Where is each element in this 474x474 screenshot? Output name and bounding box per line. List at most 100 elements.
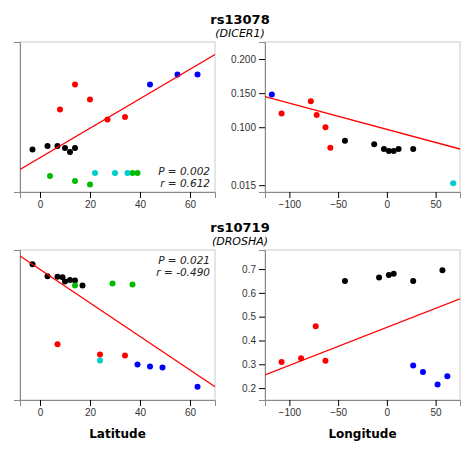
x-axis-title: Longitude	[328, 427, 396, 441]
y-axis-tick-label: 0.150	[231, 88, 256, 99]
point	[72, 145, 78, 151]
point	[135, 170, 141, 176]
row-subtitle: (DICER1)	[215, 27, 265, 40]
y-axis-tick-label: 0.7	[242, 264, 256, 275]
point	[72, 82, 78, 88]
x-axis: −100 −50 0 50	[266, 192, 461, 210]
x-axis-tick: 40	[135, 192, 147, 210]
point	[125, 170, 131, 176]
x-axis-tick: −50	[330, 400, 347, 418]
point	[97, 351, 103, 357]
y-axis-line	[259, 251, 266, 401]
y-axis-tick: 0.3	[242, 359, 265, 370]
point	[55, 341, 61, 347]
point	[396, 146, 402, 152]
y-axis-tick-label: 0.4	[242, 335, 256, 346]
x-axis-tick: 20	[85, 400, 97, 418]
plot-frame	[20, 42, 215, 192]
point	[444, 373, 450, 379]
x-axis: 0 20 40 60	[21, 400, 216, 418]
point	[135, 362, 141, 368]
x-axis-tick-label: 0	[385, 407, 391, 418]
x-axis-tick-mark	[190, 400, 191, 406]
fit-line	[20, 55, 215, 170]
y-axis-tick: 0.5	[242, 311, 265, 322]
panel: −100−500500.0150.1000.1500.200	[231, 42, 461, 210]
point	[87, 97, 93, 103]
x-axis-tick-mark	[338, 192, 339, 198]
x-axis-tick: 60	[185, 400, 197, 418]
x-axis-tick: 0	[38, 192, 44, 210]
point	[72, 282, 78, 288]
x-axis-tick-label: 20	[85, 407, 97, 418]
x-axis-tick-mark	[90, 400, 91, 406]
panel: 0204060P = 0.021r = -0.490Latitude	[14, 250, 216, 441]
x-axis-tick: 50	[431, 192, 443, 210]
y-axis-tick: 0.015	[231, 180, 265, 191]
point	[160, 365, 166, 371]
y-axis-tick-label: 0.2	[242, 383, 256, 394]
plot-area	[265, 92, 460, 187]
point	[122, 114, 128, 120]
x-axis-tick-label: 40	[135, 407, 147, 418]
annotation: P = 0.002	[158, 165, 210, 177]
y-axis	[14, 43, 21, 193]
point	[420, 369, 426, 375]
x-axis-tick: −100	[279, 192, 302, 210]
point	[67, 149, 73, 155]
point	[195, 384, 201, 390]
x-axis-tick-label: 20	[85, 199, 97, 210]
y-axis-tick: 0.2	[242, 383, 265, 394]
point	[371, 141, 377, 147]
x-axis-line	[266, 193, 461, 199]
y-axis-line	[14, 251, 21, 401]
x-axis-tick: 40	[135, 400, 147, 418]
x-axis-tick-mark	[387, 192, 388, 198]
point	[279, 111, 285, 117]
point	[97, 357, 103, 363]
x-axis-tick-mark	[190, 192, 191, 198]
x-axis-tick-label: −50	[330, 199, 347, 210]
x-axis-tick-label: 0	[385, 199, 391, 210]
x-axis-tick-mark	[387, 400, 388, 406]
point	[308, 98, 314, 104]
x-axis-tick-label: 0	[38, 407, 44, 418]
x-axis: −100−50050	[266, 400, 461, 418]
plot-frame	[265, 42, 460, 192]
x-axis-tick-label: 40	[135, 199, 147, 210]
y-axis-tick-label: 0.015	[231, 180, 256, 191]
x-axis-title: Latitude	[89, 427, 146, 441]
y-axis-tick: 0.6	[242, 288, 265, 299]
y-axis-tick-label: 0.200	[231, 54, 256, 65]
point	[439, 267, 445, 273]
fit-line	[20, 256, 215, 387]
point	[57, 107, 63, 113]
row-subtitle: (DROSHA)	[212, 235, 268, 248]
x-axis-tick: 0	[385, 400, 391, 418]
y-axis-tick-mark	[259, 340, 265, 341]
panel: 0204060P = 0.002r = 0.612	[14, 42, 216, 210]
y-axis-tick: 0.150	[231, 88, 265, 99]
y-axis-tick-mark	[259, 127, 265, 128]
plot-frame	[265, 250, 460, 400]
y-axis-tick-mark	[259, 59, 265, 60]
y-axis: 0.2 0.3 0.4 0.5 0.6 0.7	[242, 251, 265, 401]
y-axis-tick-label: 0.3	[242, 359, 256, 370]
y-axis-tick: 0.200	[231, 54, 265, 65]
x-axis-tick-mark	[140, 192, 141, 198]
x-axis-tick: 0	[385, 192, 391, 210]
point	[62, 145, 68, 151]
x-axis-line	[21, 193, 216, 199]
point	[110, 280, 116, 286]
x-axis-tick-mark	[338, 400, 339, 406]
x-axis-tick-label: −100	[279, 407, 302, 418]
point	[47, 173, 53, 179]
point	[130, 281, 136, 287]
y-axis-tick-mark	[259, 317, 265, 318]
x-axis-tick-label: −50	[330, 407, 347, 418]
y-axis-tick: 0.7	[242, 264, 265, 275]
y-axis: 0.0150.1000.1500.200	[231, 43, 266, 193]
point	[112, 170, 118, 176]
annotation: r = -0.490	[156, 266, 210, 278]
point	[450, 180, 456, 186]
